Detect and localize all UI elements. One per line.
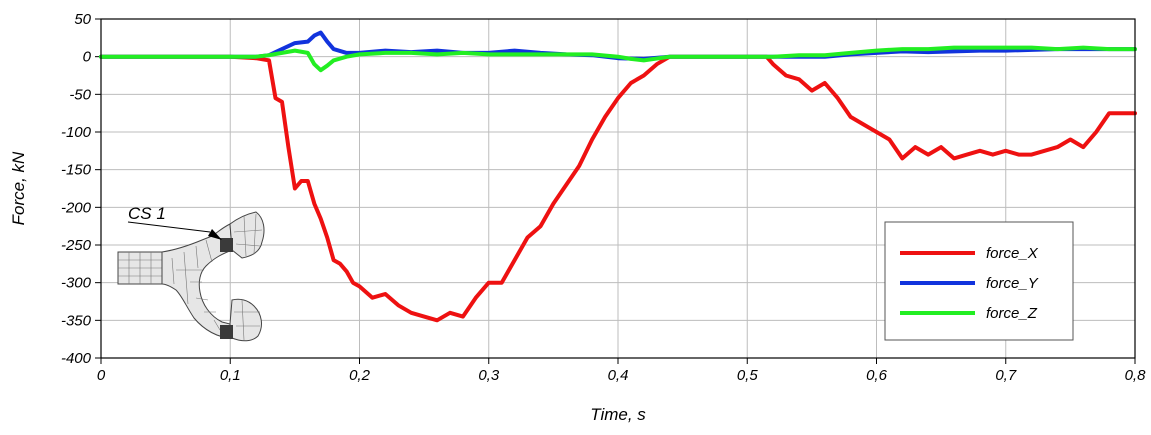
cs1-section-lower <box>220 325 233 339</box>
cs1-leader-arrowhead <box>208 229 222 240</box>
cs1-section-upper <box>220 238 233 252</box>
x-tick-label: 0,6 <box>866 367 888 384</box>
x-tick-label: 0 <box>97 367 106 384</box>
cs1-leader-line <box>127 221 211 233</box>
x-tick-label: 0,3 <box>478 367 500 384</box>
y-tick-label: -200 <box>61 199 92 216</box>
legend: force_X force_Y force_Z <box>884 221 1074 341</box>
series-line-force-x <box>99 54 1137 323</box>
y-tick-label: -300 <box>61 275 92 292</box>
x-tick-label: 0,4 <box>608 367 629 384</box>
x-axis-title: Time, s <box>590 405 646 424</box>
cs1-model-inset: CS 1 <box>117 204 265 342</box>
x-tick-label: 0,1 <box>220 367 241 384</box>
y-tick-label: -100 <box>61 124 92 141</box>
x-tick-label: 0,8 <box>1125 367 1147 384</box>
x-tick-label: 0,5 <box>737 367 759 384</box>
cs1-label: CS 1 <box>128 204 166 223</box>
y-tick-label: -50 <box>69 86 91 103</box>
y-tick-label: -250 <box>61 237 92 254</box>
y-tick-label: -350 <box>61 312 92 329</box>
y-tick-label: -400 <box>61 350 92 367</box>
fork-body <box>161 211 265 342</box>
stem-block <box>117 251 163 285</box>
legend-label: force_Z <box>986 305 1038 322</box>
series-line-force-z <box>99 45 1137 73</box>
series-lines <box>99 30 1137 323</box>
x-tick-label: 0,2 <box>349 367 371 384</box>
y-tick-label: -150 <box>61 162 92 179</box>
legend-label: force_X <box>986 245 1039 262</box>
plot-frame <box>100 18 1136 359</box>
x-tick-label: 0,7 <box>995 367 1017 384</box>
y-tick-label: 50 <box>74 11 91 28</box>
y-axis-title: Force, kN <box>9 151 28 225</box>
y-tick-label: 0 <box>83 49 92 66</box>
tick-labels: 0 0,1 0,2 0,3 0,4 0,5 0,6 0,7 0,8 50 0 -50 -100 -150 -… <box>61 11 1146 384</box>
legend-label: force_Y <box>986 275 1039 292</box>
